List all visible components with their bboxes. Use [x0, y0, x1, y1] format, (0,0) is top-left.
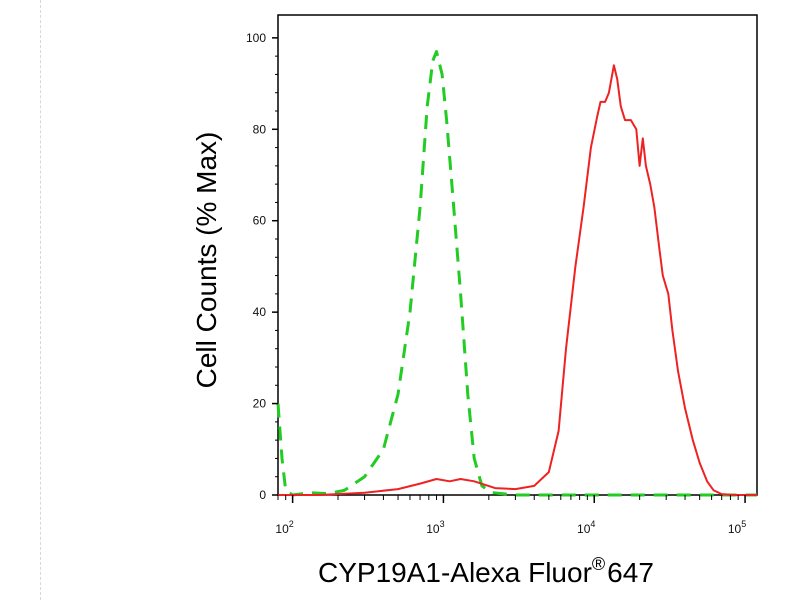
- x-tick-label: 103: [426, 519, 444, 536]
- x-axis-title-main: CYP19A1-Alexa Fluor: [318, 557, 592, 588]
- series-layer: [276, 50, 757, 497]
- x-axis: 102 103 104 105: [275, 495, 746, 536]
- x-tick-label: 105: [728, 519, 746, 536]
- y-tick-label: 60: [253, 214, 267, 228]
- y-tick-label: 0: [259, 488, 266, 502]
- y-tick-label: 40: [253, 305, 267, 319]
- y-tick-label: 20: [253, 397, 267, 411]
- x-axis-title-suffix: 647: [607, 557, 654, 588]
- y-tick-label: 100: [246, 31, 266, 45]
- x-axis-title: CYP19A1-Alexa Fluor®647: [318, 554, 654, 588]
- y-tick-label: 80: [253, 122, 267, 136]
- series-line-0: [276, 50, 757, 497]
- plot-frame: [277, 14, 758, 496]
- y-axis: 0 20 40 60 80 100: [246, 31, 278, 502]
- x-tick-label: 104: [577, 519, 595, 536]
- series-line-1: [278, 64, 757, 496]
- y-axis-title: Cell Counts (% Max): [191, 132, 222, 389]
- x-axis-title-registered: ®: [592, 554, 605, 574]
- x-tick-label: 102: [275, 519, 293, 536]
- plot-border: [277, 14, 758, 496]
- guide-line: [40, 0, 41, 600]
